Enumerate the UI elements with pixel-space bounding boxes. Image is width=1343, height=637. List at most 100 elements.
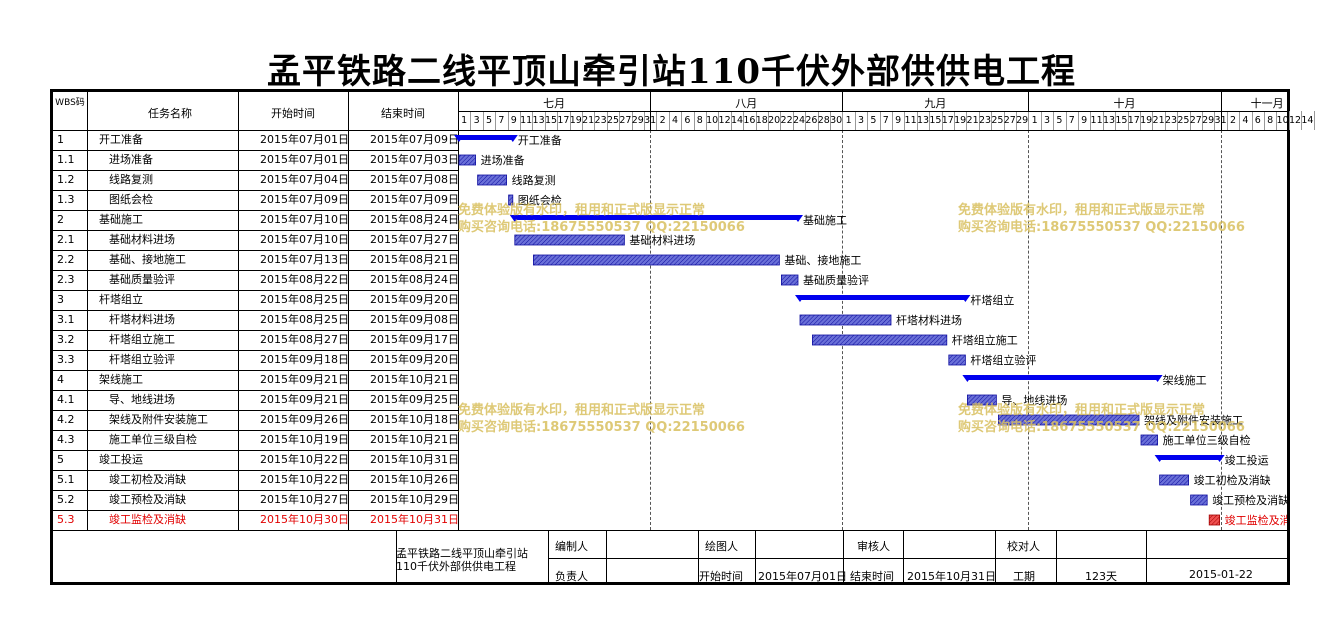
footer-line — [396, 530, 397, 582]
task-bar — [1159, 474, 1189, 486]
footer-reviewer-label: 审核人 — [857, 540, 890, 553]
day-tick: 14 — [730, 115, 744, 126]
footer-line — [995, 530, 996, 582]
row-line — [53, 170, 458, 171]
day-tick: 1 — [461, 115, 468, 126]
row-line — [53, 310, 458, 311]
table-column-line — [87, 92, 88, 530]
bar-label: 竣工初检及消缺 — [1194, 473, 1271, 487]
day-tick: 8 — [1267, 115, 1274, 126]
header-divider — [458, 111, 1287, 112]
task-start: 2015年07月13日 — [260, 253, 348, 266]
day-tick: 16 — [743, 115, 756, 126]
day-tick: 17 — [941, 115, 954, 126]
day-tick: 1 — [845, 115, 852, 126]
day-tick-line — [1164, 111, 1166, 130]
day-tick-line — [892, 111, 893, 130]
bar-label: 导、地线进场 — [1001, 393, 1067, 407]
task-wbs: 1.2 — [57, 173, 75, 186]
row-line — [53, 510, 458, 511]
day-tick-line — [1251, 111, 1253, 130]
task-wbs: 4 — [57, 373, 64, 386]
row-line — [53, 270, 458, 271]
day-tick: 25 — [991, 115, 1004, 126]
month-gridline — [1220, 130, 1222, 530]
task-bar — [458, 154, 477, 166]
task-start: 2015年08月27日 — [260, 333, 348, 346]
watermark-2: 免费体验版有水印，租用和正式版显示正常 购买咨询电话:18675550537 QQ… — [958, 203, 1245, 235]
header-end-time: 结束时间 — [381, 107, 425, 120]
bar-label: 基础施工 — [803, 214, 847, 227]
day-tick: 7 — [882, 115, 889, 126]
task-end: 2015年10月26日 — [370, 473, 458, 486]
day-tick-line — [978, 111, 980, 130]
day-tick: 6 — [1254, 115, 1261, 126]
day-tick: 29 — [1202, 115, 1215, 126]
task-name: 导、地线进场 — [109, 393, 175, 406]
summary-bar — [799, 295, 967, 300]
task-bar — [477, 174, 508, 186]
task-wbs: 4.2 — [57, 413, 75, 426]
summary-start-marker — [454, 135, 464, 142]
day-tick-line — [755, 111, 757, 130]
task-name: 施工单位三级自检 — [109, 433, 197, 446]
day-tick-line — [1028, 111, 1030, 130]
day-tick-line — [520, 111, 521, 130]
watermark-4: 免费体验版有水印，租用和正式版显示正常 购买咨询电话:18675550537 QQ… — [958, 403, 1245, 435]
day-tick-line — [916, 111, 918, 130]
row-line — [53, 470, 458, 471]
day-tick-line — [557, 111, 559, 130]
task-bar — [514, 234, 625, 246]
task-wbs: 3.2 — [57, 333, 75, 346]
day-tick-line — [792, 111, 794, 130]
day-tick: 19 — [1140, 115, 1153, 126]
month-label-nov: 十一月 — [1250, 97, 1284, 110]
summary-end-marker — [1152, 375, 1163, 382]
bar-label: 杆塔组立 — [970, 293, 1014, 307]
task-end: 2015年10月31日 — [370, 513, 458, 526]
day-tick-line — [929, 111, 931, 130]
day-tick-line — [1288, 111, 1290, 130]
day-tick-line — [1003, 111, 1005, 130]
day-tick: 19 — [569, 115, 582, 126]
task-bar — [1190, 494, 1208, 506]
day-tick: 5 — [1056, 115, 1063, 126]
bar-label: 竣工投运 — [1225, 453, 1269, 467]
task-wbs: 3.1 — [57, 313, 75, 326]
day-tick-line — [706, 111, 707, 130]
day-tick: 25 — [1177, 115, 1190, 126]
day-tick-line — [594, 111, 596, 130]
day-tick: 3 — [857, 115, 865, 126]
footer-editor-label: 编制人 — [555, 540, 588, 553]
task-end: 2015年09月20日 — [370, 353, 458, 366]
row-line — [53, 390, 458, 391]
day-tick-line — [966, 111, 968, 130]
summary-bar — [458, 135, 514, 140]
task-name: 基础施工 — [99, 213, 143, 226]
day-tick-line — [606, 111, 608, 130]
task-wbs: 5.2 — [57, 493, 75, 506]
day-tick-line — [817, 111, 819, 130]
day-tick-line — [730, 111, 732, 130]
task-wbs: 2.3 — [57, 273, 75, 286]
day-tick-line — [619, 111, 621, 130]
day-tick: 15 — [1115, 115, 1128, 126]
task-wbs: 4.1 — [57, 393, 75, 406]
day-tick: 31 — [1214, 115, 1227, 126]
day-tick-line — [1102, 111, 1104, 130]
task-wbs: 1 — [57, 133, 64, 146]
day-tick-line — [544, 111, 546, 130]
day-tick-line — [656, 111, 658, 130]
bar-label: 竣工监检及消缺 — [1225, 513, 1287, 527]
task-name: 杆塔组立验评 — [109, 353, 175, 366]
day-tick-line — [1152, 111, 1154, 130]
day-tick: 1 — [1031, 115, 1038, 126]
task-end: 2015年08月21日 — [370, 253, 458, 266]
day-tick: 10 — [1276, 115, 1289, 126]
header-start-time: 开始时间 — [271, 107, 315, 120]
day-tick-line — [1239, 111, 1241, 130]
task-end: 2015年09月08日 — [370, 313, 458, 326]
task-start: 2015年10月22日 — [260, 453, 348, 466]
day-tick: 2 — [1229, 115, 1237, 126]
summary-end-marker — [1214, 455, 1225, 462]
